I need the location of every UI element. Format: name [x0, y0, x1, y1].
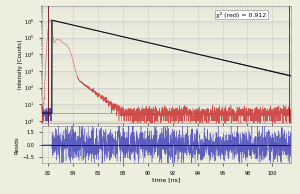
Y-axis label: Intensity [Counts]: Intensity [Counts]: [18, 40, 23, 89]
Y-axis label: Resids: Resids: [15, 136, 20, 153]
X-axis label: time [ns]: time [ns]: [152, 177, 181, 182]
Text: χ² (red) = 0.912: χ² (red) = 0.912: [216, 12, 266, 18]
